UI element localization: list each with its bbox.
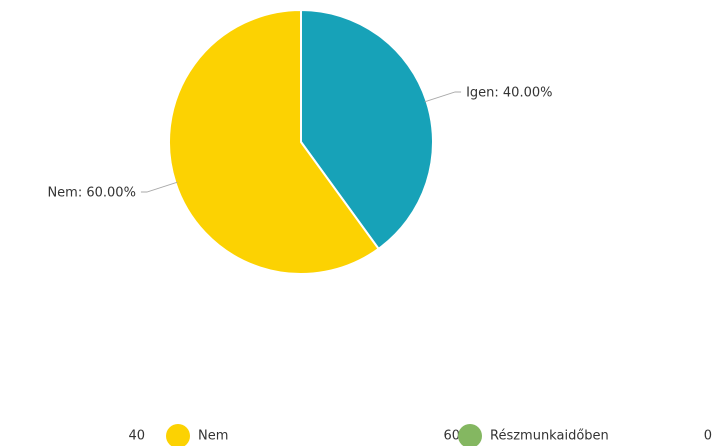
legend-label: Részmunkaidőben <box>490 429 609 444</box>
legend-marker <box>166 424 190 446</box>
data-label: Nem: 60.00% <box>47 186 135 201</box>
data-label: Igen: 40.00% <box>466 85 552 100</box>
legend-count: 0 <box>704 429 712 444</box>
legend-count: 60 <box>443 429 460 444</box>
label-line <box>140 181 178 193</box>
legend-label: Nem <box>198 429 228 444</box>
legend-marker <box>458 424 482 446</box>
legend-count: 40 <box>128 429 145 444</box>
label-line <box>424 91 462 103</box>
